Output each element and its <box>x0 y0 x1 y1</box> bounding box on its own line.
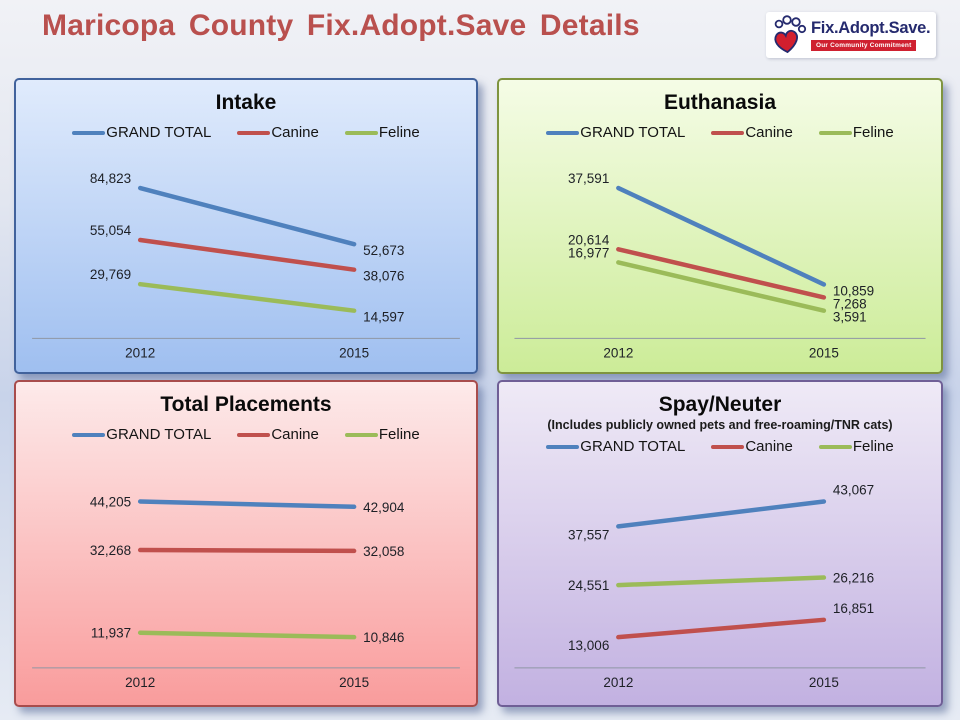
legend-swatch-grand-total <box>72 432 106 437</box>
svg-text:2012: 2012 <box>603 675 633 690</box>
legend-label-feline: Feline <box>852 124 894 142</box>
svg-text:11,937: 11,937 <box>91 626 131 641</box>
euthanasia-line-chart: 2012 2015 37,591 10,859 20,614 7,268 16,977 3,5… <box>514 171 926 360</box>
paw-icon <box>774 15 807 54</box>
svg-text:2012: 2012 <box>603 345 633 360</box>
svg-text:44,205: 44,205 <box>90 495 131 510</box>
intake-line-chart: 2012 2015 84,823 52,673 55,054 38,076 29,769 14… <box>32 171 460 360</box>
svg-text:3,591: 3,591 <box>833 310 867 325</box>
svg-text:2012: 2012 <box>125 345 155 360</box>
legend-item-feline: Feline <box>818 438 894 456</box>
svg-text:42,904: 42,904 <box>363 500 405 515</box>
legend-swatch-feline <box>818 444 852 449</box>
legend-swatch-grand-total <box>72 130 106 135</box>
legend-swatch-canine <box>237 432 271 437</box>
legend-swatch-feline <box>344 130 378 135</box>
svg-text:16,977: 16,977 <box>568 245 609 260</box>
svg-text:37,557: 37,557 <box>568 527 609 542</box>
legend-label-feline: Feline <box>852 438 894 456</box>
chart-legend: GRAND TOTAL Canine Feline <box>499 124 941 141</box>
svg-text:84,823: 84,823 <box>90 171 131 186</box>
svg-text:32,268: 32,268 <box>90 543 131 558</box>
fix-adopt-save-logo: Fix.Adopt.Save. Our Community Commitment <box>766 12 936 58</box>
legend-label-grand-total: GRAND TOTAL <box>106 124 212 142</box>
legend-swatch-feline <box>344 432 378 437</box>
svg-text:43,067: 43,067 <box>833 483 874 498</box>
legend-label-grand-total: GRAND TOTAL <box>580 124 686 142</box>
legend-item-grand-total: GRAND TOTAL <box>546 438 685 455</box>
spay-neuter-chart-panel: Spay/Neuter (Includes publicly owned pet… <box>497 380 943 707</box>
legend-item-grand-total: GRAND TOTAL <box>72 124 211 141</box>
page-title: Maricopa County Fix.Adopt.Save Details <box>42 9 640 42</box>
svg-text:24,551: 24,551 <box>568 578 609 593</box>
svg-text:7,268: 7,268 <box>833 296 867 311</box>
legend-label-canine: Canine <box>271 124 319 142</box>
logo-tagline: Our Community Commitment <box>811 39 917 51</box>
legend-label-canine: Canine <box>745 124 793 142</box>
svg-text:10,846: 10,846 <box>363 630 404 645</box>
legend-item-canine: Canine <box>711 438 793 455</box>
chart-legend: GRAND TOTAL Canine Feline <box>16 124 476 141</box>
legend-item-feline: Feline <box>344 124 420 142</box>
logo-text: Fix.Adopt.Save. Our Community Commitment <box>811 19 931 51</box>
legend-item-canine: Canine <box>711 124 793 141</box>
svg-text:52,673: 52,673 <box>363 243 404 258</box>
legend-item-canine: Canine <box>237 426 319 443</box>
legend-item-feline: Feline <box>344 426 420 444</box>
legend-label-canine: Canine <box>745 438 793 456</box>
svg-text:13,006: 13,006 <box>568 638 609 653</box>
svg-text:2015: 2015 <box>339 675 369 690</box>
svg-text:29,769: 29,769 <box>90 267 131 282</box>
chart-subtitle-spay-neuter: (Includes publicly owned pets and free-r… <box>547 418 893 433</box>
svg-text:32,058: 32,058 <box>363 544 404 559</box>
legend-swatch-canine <box>711 444 745 449</box>
total-placements-line-chart: 2012 2015 44,205 42,904 32,268 32,058 11,937 10… <box>32 495 460 690</box>
total-placements-chart-panel: Total Placements GRAND TOTAL Canine Feli… <box>14 380 478 707</box>
legend-item-grand-total: GRAND TOTAL <box>546 124 685 141</box>
legend-swatch-canine <box>237 130 271 135</box>
svg-text:37,591: 37,591 <box>568 171 609 186</box>
chart-title-total-placements: Total Placements <box>160 393 332 416</box>
svg-text:55,054: 55,054 <box>90 223 132 238</box>
svg-text:10,859: 10,859 <box>833 283 874 298</box>
legend-swatch-grand-total <box>546 130 580 135</box>
svg-text:2015: 2015 <box>339 345 369 360</box>
legend-label-grand-total: GRAND TOTAL <box>106 426 212 444</box>
legend-label-canine: Canine <box>271 426 319 444</box>
svg-text:2012: 2012 <box>125 675 155 690</box>
legend-swatch-feline <box>818 130 852 135</box>
svg-text:38,076: 38,076 <box>363 269 404 284</box>
chart-legend: GRAND TOTAL Canine Feline <box>16 426 476 443</box>
chart-title-intake: Intake <box>215 91 277 114</box>
legend-item-grand-total: GRAND TOTAL <box>72 426 211 443</box>
legend-item-canine: Canine <box>237 124 319 141</box>
svg-text:14,597: 14,597 <box>363 310 404 325</box>
svg-text:16,851: 16,851 <box>833 601 874 616</box>
chart-title-euthanasia: Euthanasia <box>663 91 777 114</box>
svg-text:2015: 2015 <box>809 675 839 690</box>
logo-brand: Fix.Adopt.Save. <box>811 19 931 38</box>
legend-label-grand-total: GRAND TOTAL <box>580 438 686 456</box>
legend-label-feline: Feline <box>378 124 420 142</box>
legend-item-feline: Feline <box>818 124 894 142</box>
legend-swatch-canine <box>711 130 745 135</box>
intake-chart-panel: Intake GRAND TOTAL Canine Feline 2012 201… <box>14 78 478 374</box>
chart-title-spay-neuter: Spay/Neuter <box>658 393 782 416</box>
svg-text:26,216: 26,216 <box>833 571 874 586</box>
svg-text:20,614: 20,614 <box>568 232 610 247</box>
chart-legend: GRAND TOTAL Canine Feline <box>499 438 941 455</box>
legend-label-feline: Feline <box>378 426 420 444</box>
euthanasia-chart-panel: Euthanasia GRAND TOTAL Canine Feline 201… <box>497 78 943 374</box>
svg-text:2015: 2015 <box>809 345 839 360</box>
legend-swatch-grand-total <box>546 444 580 449</box>
spay-neuter-line-chart: 2012 2015 37,557 43,067 13,006 16,851 24,551 26… <box>514 483 926 690</box>
